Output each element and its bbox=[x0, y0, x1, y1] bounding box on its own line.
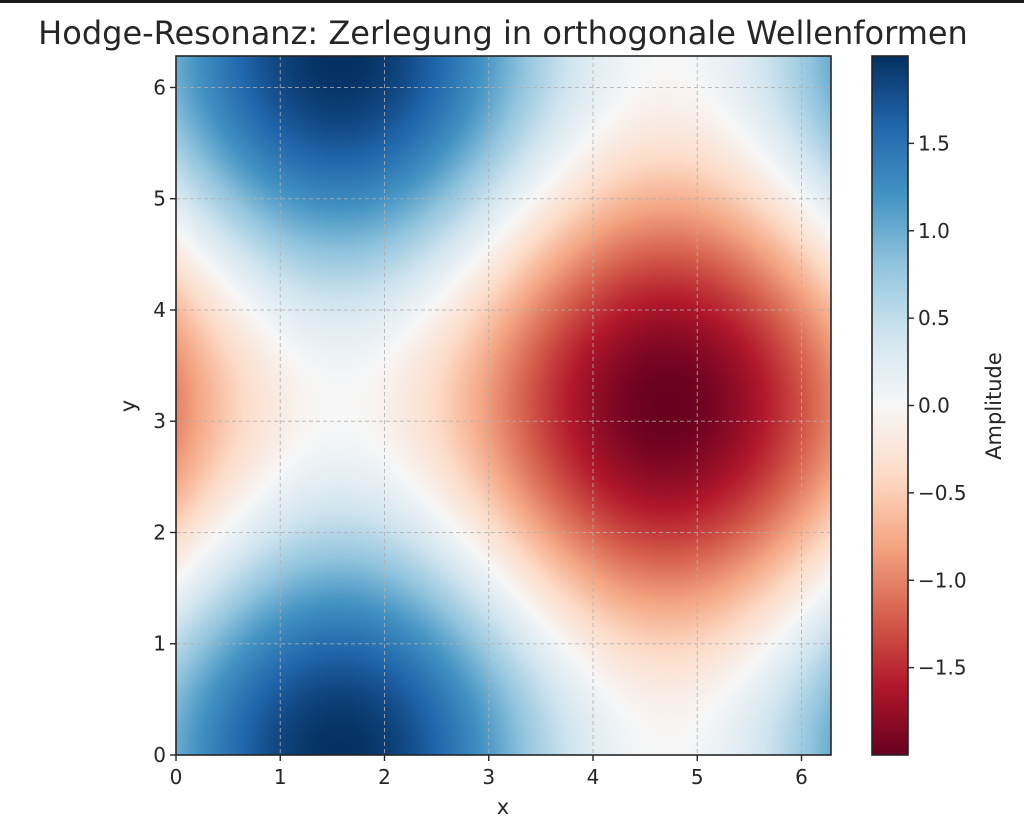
x-axis-label: x bbox=[497, 795, 509, 819]
y-tick-label: 0 bbox=[153, 743, 166, 767]
heatmap-image bbox=[176, 56, 831, 755]
y-tick-label: 5 bbox=[153, 187, 166, 211]
colorbar-tick-label: −1.5 bbox=[918, 656, 967, 680]
x-tick-label: 2 bbox=[378, 765, 391, 789]
plot-frame bbox=[175, 55, 832, 756]
y-tick-label: 2 bbox=[153, 520, 166, 544]
x-tick-label: 3 bbox=[482, 765, 495, 789]
x-tick-label: 0 bbox=[170, 765, 183, 789]
colorbar-tick-label: 0.5 bbox=[918, 306, 950, 330]
y-tick-label: 1 bbox=[153, 632, 166, 656]
y-tick-label: 4 bbox=[153, 298, 166, 322]
colorbar-tick-label: −1.0 bbox=[918, 568, 967, 592]
x-tick-label: 6 bbox=[795, 765, 808, 789]
x-axis-ticks: 0 1 2 3 4 5 6 bbox=[170, 755, 808, 789]
colorbar-label: Amplitude bbox=[982, 352, 1006, 460]
y-axis-label: y bbox=[116, 400, 140, 412]
grid-lines bbox=[176, 56, 831, 755]
y-tick-label: 3 bbox=[153, 409, 166, 433]
colorbar-tick-label: 0.0 bbox=[918, 394, 950, 418]
y-tick-label: 6 bbox=[153, 75, 166, 99]
chart-title: Hodge-Resonanz: Zerlegung in orthogonale… bbox=[38, 14, 968, 52]
window-top-border bbox=[0, 0, 1024, 3]
x-tick-label: 4 bbox=[587, 765, 600, 789]
colorbar-tick-label: −0.5 bbox=[918, 481, 967, 505]
y-axis-ticks: 0 1 2 3 4 5 6 bbox=[153, 75, 176, 767]
colorbar-tick-label: 1.5 bbox=[918, 131, 950, 155]
x-tick-label: 1 bbox=[274, 765, 287, 789]
colorbar bbox=[871, 55, 909, 756]
x-tick-label: 5 bbox=[691, 765, 704, 789]
colorbar-ticks: 1.5 1.0 0.5 0.0 −0.5 −1.0 −1.5 bbox=[908, 131, 967, 680]
colorbar-tick-label: 1.0 bbox=[918, 219, 950, 243]
